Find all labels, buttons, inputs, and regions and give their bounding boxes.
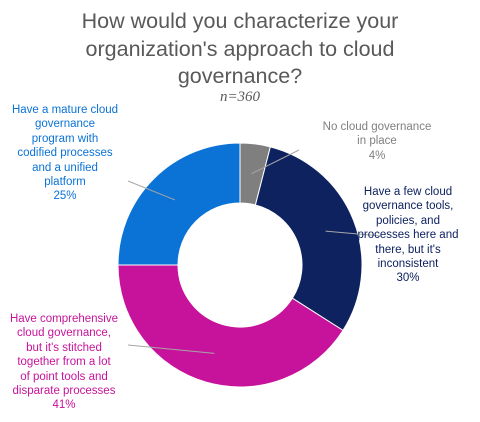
slice-mature-program bbox=[117, 142, 241, 266]
slice-label-line: cloud governance, bbox=[17, 327, 111, 340]
slice-label-line: disparate processes bbox=[12, 385, 116, 398]
slice-label-line: of point tools and bbox=[20, 370, 108, 383]
slice-label-line: policies, and bbox=[376, 214, 440, 227]
slice-label-line: codified processes bbox=[17, 147, 113, 160]
chart-title-line-3: governance? bbox=[177, 64, 303, 88]
slice-label-line: Have a mature cloud bbox=[11, 104, 119, 116]
slice-percent-label: 30% bbox=[396, 272, 420, 285]
slice-label-line: in place bbox=[357, 135, 397, 148]
slice-label-line: No cloud governance bbox=[322, 121, 432, 133]
slice-label-line: inconsistent bbox=[377, 258, 439, 271]
slice-label-line: but it's stitched bbox=[26, 341, 102, 354]
slice-comprehensive bbox=[117, 264, 344, 388]
slice-percent-label: 25% bbox=[53, 190, 77, 203]
slice-few-tools bbox=[254, 146, 363, 332]
slice-label-few-tools: Have a few cloud governance tools, policie… bbox=[328, 185, 480, 286]
slice-label-line: Have a few cloud bbox=[363, 186, 453, 198]
leader-line-few-tools bbox=[325, 230, 382, 237]
slice-label-no-governance: No cloud governance in place 4% bbox=[297, 120, 457, 163]
slice-label-line: processes here and bbox=[357, 229, 459, 242]
leader-line-comprehensive bbox=[127, 344, 215, 354]
slice-label-line: governance bbox=[34, 118, 96, 131]
slice-label-line: platform bbox=[44, 176, 86, 189]
leader-line-no-governance bbox=[251, 149, 300, 175]
slice-label-comprehensive: Have comprehensive cloud governance, but i… bbox=[0, 312, 144, 413]
slice-label-line: and a unified bbox=[32, 161, 98, 174]
slice-percent-label: 41% bbox=[52, 399, 76, 412]
chart-subtitle: n=360 bbox=[219, 89, 261, 105]
slice-label-line: program with bbox=[31, 132, 99, 145]
slice-label-mature-program: Have a mature cloud governance program wit… bbox=[0, 103, 145, 204]
leader-line-mature-program bbox=[127, 180, 176, 201]
chart-title-line-2: organization's approach to cloud bbox=[85, 37, 395, 61]
chart-title-line-1: How would you characterize your bbox=[81, 9, 399, 33]
slice-label-line: there, but it's bbox=[375, 243, 441, 256]
slice-label-line: governance tools, bbox=[362, 200, 454, 213]
slice-label-line: Have comprehensive bbox=[9, 313, 119, 325]
slice-label-line: together from a lot bbox=[17, 356, 111, 369]
slice-percent-label: 4% bbox=[368, 149, 386, 162]
